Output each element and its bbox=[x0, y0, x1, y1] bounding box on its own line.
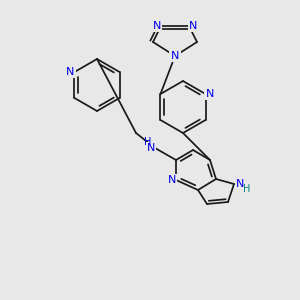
Text: N: N bbox=[206, 89, 214, 99]
Text: H: H bbox=[144, 137, 152, 147]
Text: N: N bbox=[236, 179, 244, 189]
Text: N: N bbox=[153, 21, 161, 31]
Text: N: N bbox=[189, 21, 197, 31]
Text: N: N bbox=[168, 175, 176, 185]
Text: N: N bbox=[66, 67, 74, 77]
Text: H: H bbox=[243, 184, 250, 194]
Text: N: N bbox=[147, 143, 155, 153]
Text: N: N bbox=[171, 51, 179, 61]
